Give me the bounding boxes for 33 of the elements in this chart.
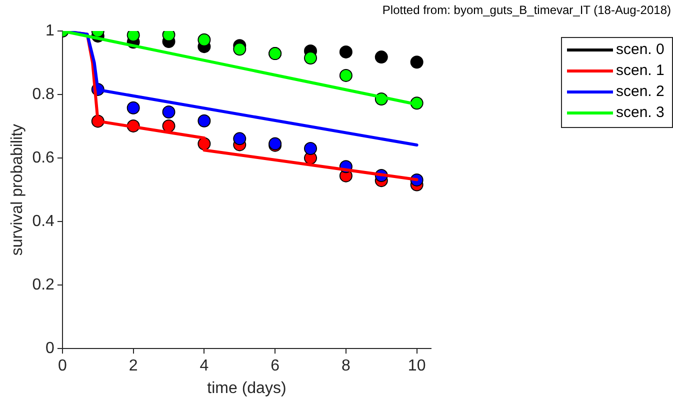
point bbox=[233, 42, 246, 56]
y-tick-label: 1 bbox=[46, 22, 55, 40]
x-tick-label: 10 bbox=[408, 358, 426, 375]
point bbox=[339, 68, 352, 82]
point bbox=[126, 31, 140, 42]
y-tick-label: 0.2 bbox=[32, 276, 55, 294]
point bbox=[304, 51, 318, 64]
point bbox=[198, 114, 211, 128]
y-tick-label: 0.6 bbox=[32, 149, 55, 166]
legend-label: scen. 3 bbox=[616, 104, 664, 122]
x-tick-label: 4 bbox=[200, 358, 209, 375]
point bbox=[410, 56, 424, 69]
point bbox=[198, 33, 211, 46]
point bbox=[162, 105, 176, 118]
point bbox=[162, 119, 176, 132]
x-tick-label: 2 bbox=[128, 358, 138, 375]
point bbox=[374, 50, 388, 64]
x-axis-title: time (days) bbox=[207, 380, 286, 397]
y-tick-label: 0 bbox=[46, 340, 55, 358]
legend-label: scen. 1 bbox=[616, 62, 664, 80]
x-tick-label: 0 bbox=[58, 358, 67, 375]
legend-label: scen. 0 bbox=[616, 41, 664, 58]
y-axis-title: survival probability bbox=[9, 124, 26, 256]
x-tick-label: 6 bbox=[270, 358, 280, 375]
text: Plotted from: byom_guts_B_timevar_IT (18-Aug-2018) bbox=[382, 3, 671, 17]
point bbox=[304, 142, 318, 156]
point bbox=[126, 101, 140, 114]
y-tick-label: 0.8 bbox=[32, 86, 55, 103]
legend-label: scen. 2 bbox=[616, 83, 664, 100]
point bbox=[339, 45, 352, 58]
x-tick-label: 8 bbox=[341, 358, 350, 375]
point bbox=[233, 132, 246, 146]
y-tick-label: 0.4 bbox=[32, 212, 55, 230]
